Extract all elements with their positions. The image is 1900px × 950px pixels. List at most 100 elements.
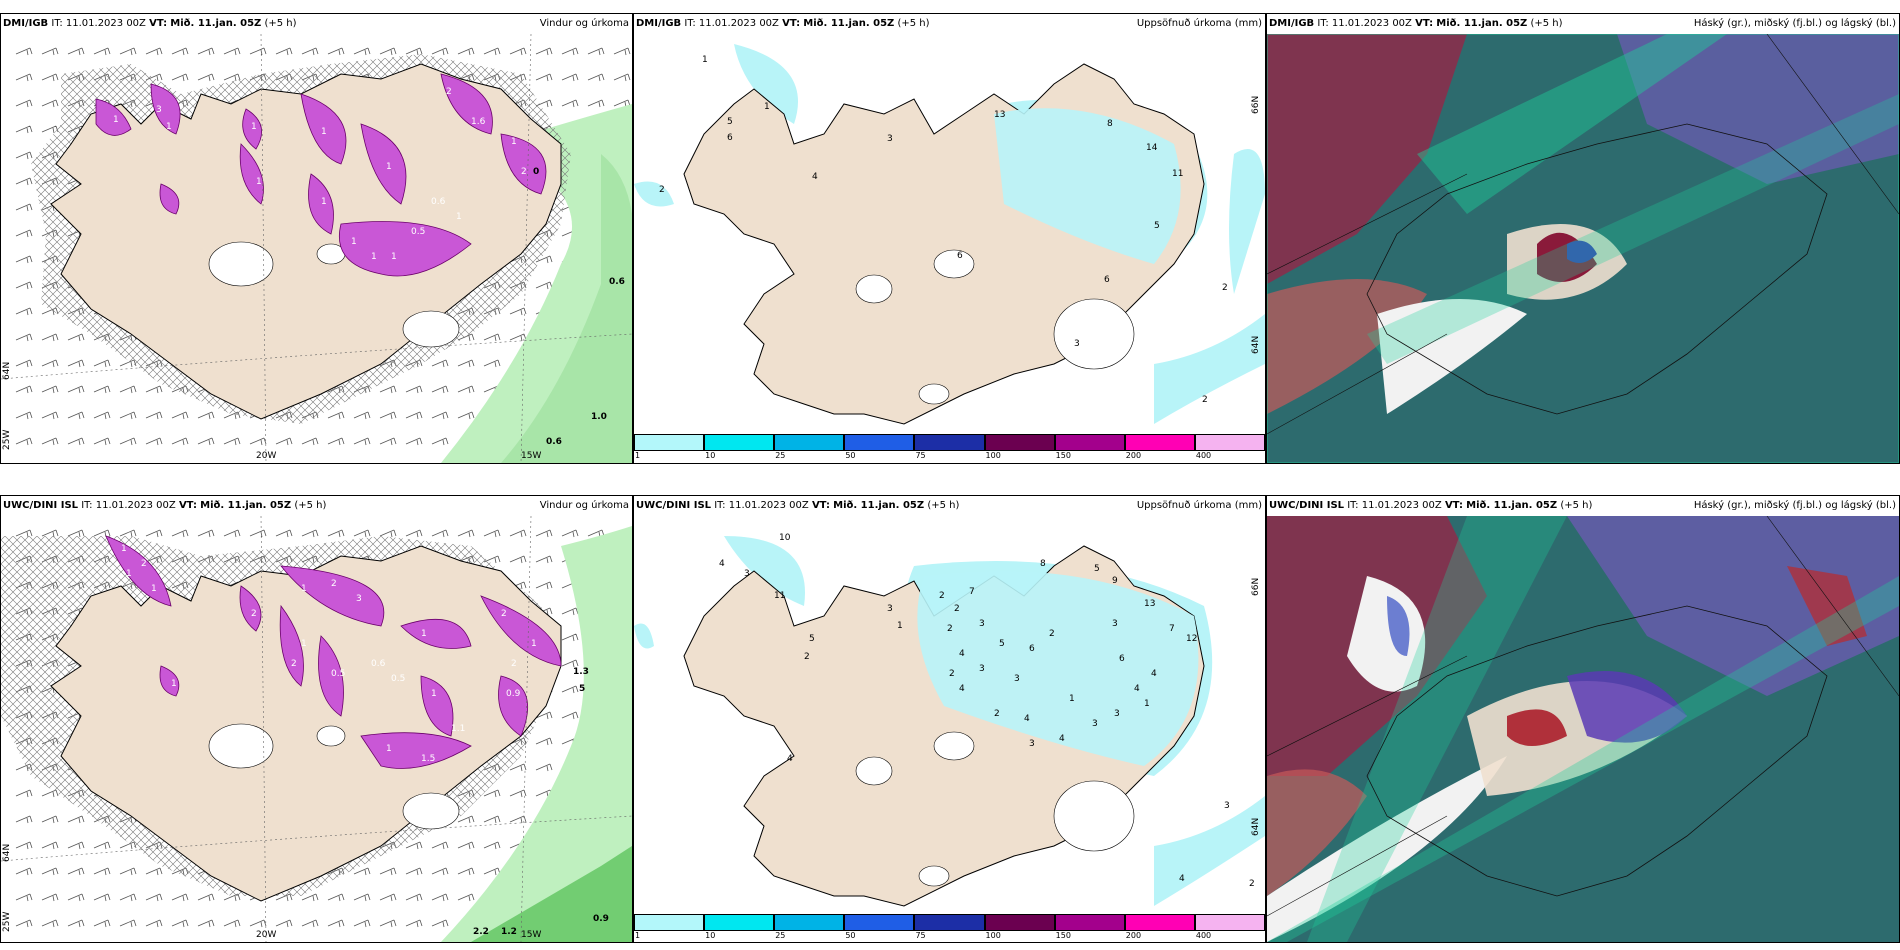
wind-barb: [15, 281, 33, 290]
accum-label: 1: [764, 102, 770, 112]
wind-barb: [353, 919, 371, 928]
wind-barb: [535, 47, 553, 56]
panel-title: Háský (gr.), miðský (fj.bl.) og lágský (…: [1693, 18, 1896, 29]
precip-label: 2: [501, 609, 507, 619]
accum-label: 3: [887, 604, 893, 614]
model-source: DMI/IGB: [1269, 18, 1315, 29]
precip-label: 0.5: [331, 669, 345, 679]
wind-barb: [119, 437, 137, 446]
colorbar-swatch: [1194, 434, 1265, 451]
mid-cloud-area: [1567, 516, 1899, 696]
panel-title: Vindur og úrkoma: [539, 500, 629, 511]
init-time: IT: 11.01.2023 00Z: [51, 18, 146, 29]
colorbar-tick-label: 1: [635, 451, 641, 460]
precip-label: 1: [386, 744, 392, 754]
wind-barb: [301, 529, 319, 538]
accum-label: 3: [744, 569, 750, 579]
precip-label: 1: [321, 127, 327, 137]
accum-label: 11: [774, 591, 785, 601]
wind-barb: [15, 815, 33, 824]
wind-barb: [379, 893, 397, 902]
wind-barb: [327, 47, 345, 56]
wind-barb: [223, 529, 241, 538]
accum-label: 14: [1146, 143, 1158, 153]
lead-time: (+5 h): [1560, 500, 1593, 511]
wind-barb: [509, 555, 527, 564]
wind-barb: [561, 99, 579, 108]
accum-label: 2: [1249, 879, 1255, 889]
wind-barb: [405, 47, 423, 56]
wind-barb: [41, 437, 59, 446]
wind-barb: [67, 867, 85, 876]
valid-time-label: VT:: [1444, 500, 1463, 511]
accum-label: 3: [1224, 801, 1230, 811]
wind-barb: [327, 529, 345, 538]
colorbar-tick-label: 150: [1055, 931, 1071, 940]
wind-barb: [587, 99, 605, 108]
wind-barb: [431, 529, 449, 538]
wind-barb: [15, 203, 33, 212]
wind-barb: [561, 607, 579, 616]
accum-label: 1: [1069, 694, 1075, 704]
lead-time: (+5 h): [294, 500, 327, 511]
precip-label: 1: [531, 639, 537, 649]
accum-label: 7: [1169, 624, 1175, 634]
wind-barb: [483, 47, 501, 56]
wind-precip-map[interactable]: 1 2 1 1 2 1 2 3 1 2 0.5 0.6 1 2 1 1 1.5 …: [1, 516, 632, 942]
high-cloud-band: [1417, 34, 1727, 214]
wind-barb: [93, 867, 111, 876]
colorbar-swatch: [914, 914, 985, 931]
panel-header: UWC/DINI ISL IT: 11.01.2023 00Z VT: Mið.…: [1267, 496, 1899, 516]
wind-barb: [93, 47, 111, 56]
wind-barb: [119, 893, 137, 902]
colorbar-tick-label: 100: [985, 451, 1001, 460]
lon-label: 15W: [521, 930, 541, 940]
wind-barb: [483, 815, 501, 824]
lon-label: 20W: [256, 451, 276, 461]
model-source: DMI/IGB: [3, 18, 49, 29]
wind-precip-map[interactable]: 0.5 3 1 1 1 1.6 1 2 1 0.6 1 1 1 2 1 0.5 …: [1, 34, 632, 463]
clear-area: [1347, 576, 1426, 692]
wind-barb: [41, 841, 59, 850]
precip-label: 2.2: [473, 927, 489, 937]
accumulated-precip-map[interactable]: 1 2 3 4 5 6 8 14 11 5 6 6 2 2 13 3 1 66N…: [634, 34, 1265, 438]
cloud-cover-map[interactable]: [1267, 34, 1899, 463]
precip-label: 0: [533, 167, 539, 177]
wind-barb: [483, 359, 501, 368]
valid-time-label: VT:: [1415, 18, 1434, 29]
low-cloud-area: [1267, 769, 1367, 896]
wind-barb: [405, 529, 423, 538]
wind-barb: [483, 841, 501, 850]
cloud-cover-map[interactable]: [1267, 516, 1899, 942]
wind-barb: [67, 893, 85, 902]
precip-label: 1: [456, 212, 462, 222]
wind-barb: [457, 815, 475, 824]
colorbar-swatch: [774, 914, 845, 931]
colorbar-swatch: [1054, 914, 1125, 931]
precip-label: 1.6: [471, 117, 486, 127]
accum-label: 2: [804, 652, 810, 662]
wind-barb: [587, 47, 605, 56]
panel-uwc-clouds: UWC/DINI ISL IT: 11.01.2023 00Z VT: Mið.…: [1266, 495, 1900, 943]
accumulated-precip-map[interactable]: 10 4 3 11 5 2 3 1 2 2 7 2 3 5 4 3 2 4 3 …: [634, 516, 1265, 917]
precip-label: 3: [156, 105, 162, 115]
valid-time-label: VT:: [178, 500, 197, 511]
colorbar-tick-label: 200: [1125, 931, 1142, 940]
valid-time: Mið. 11.jan. 05Z: [1466, 500, 1558, 511]
panel-uwc-accumulated: UWC/DINI ISL IT: 11.01.2023 00Z VT: Mið.…: [633, 495, 1266, 943]
accum-label: 4: [812, 172, 818, 182]
lead-time: (+5 h): [897, 18, 930, 29]
panel-title: Uppsöfnuð úrkoma (mm): [1136, 500, 1262, 511]
wind-barb: [561, 47, 579, 56]
precip-label: 3: [356, 594, 362, 604]
wind-barb: [301, 919, 319, 928]
precip-label: 1: [511, 137, 517, 147]
glaciers: [208, 723, 460, 830]
wind-barb: [275, 47, 293, 56]
wind-barb: [67, 919, 85, 928]
lon-label: 25W: [2, 912, 12, 932]
wind-barb: [67, 841, 85, 850]
accum-label: 2: [1049, 629, 1055, 639]
accum-label: 2: [1202, 395, 1208, 405]
precip-label: 0.5: [6, 119, 20, 129]
